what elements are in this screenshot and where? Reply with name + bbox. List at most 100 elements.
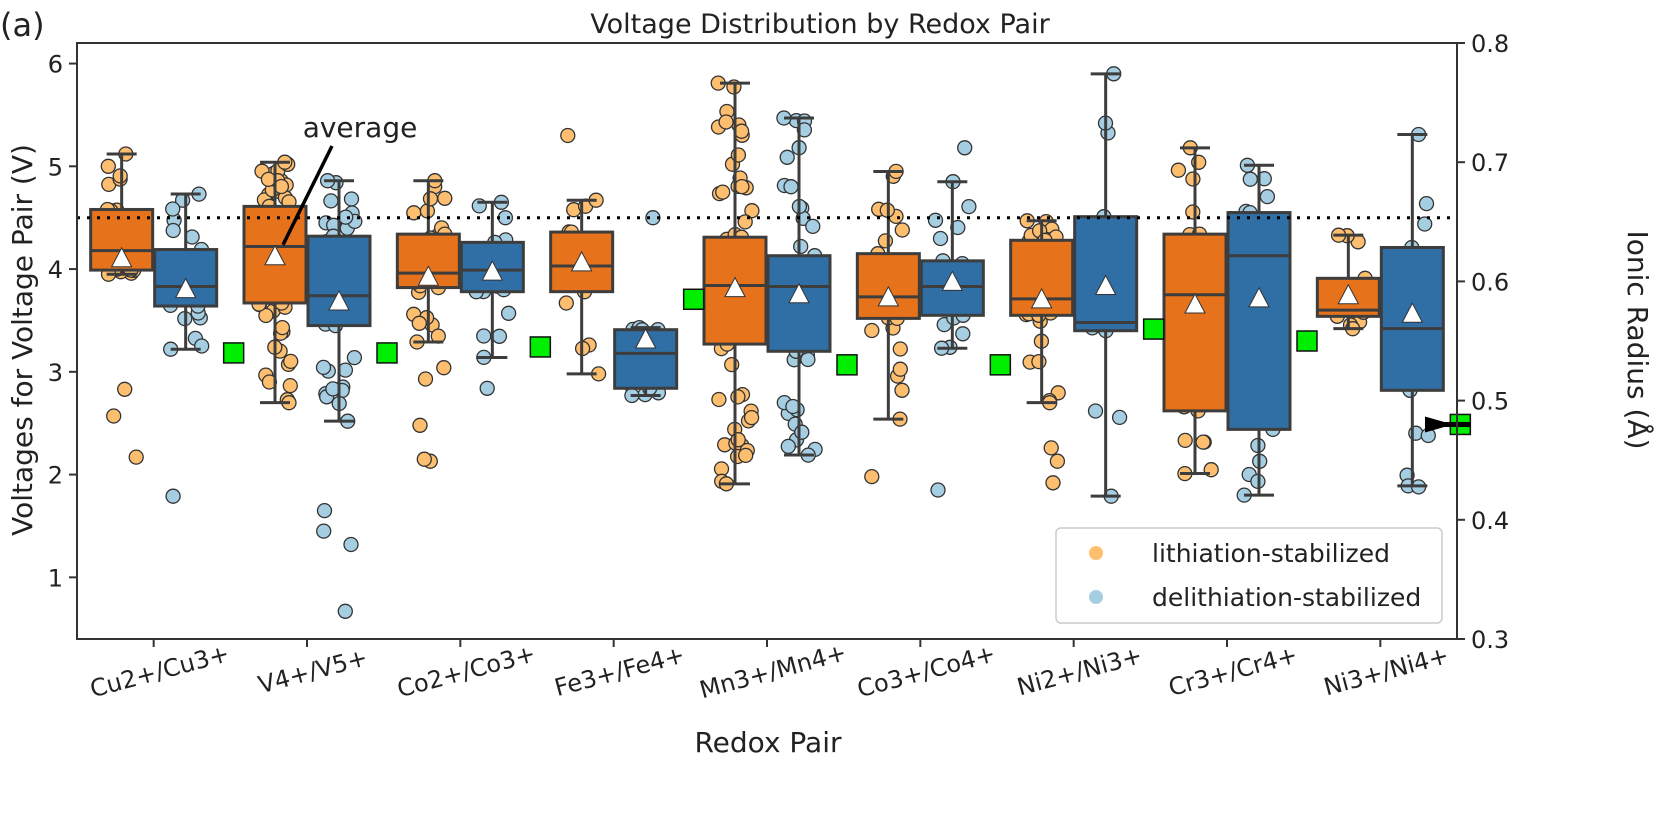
data-point-delith [793, 238, 809, 255]
legend-frame [1055, 527, 1443, 624]
data-point-lith [864, 322, 880, 339]
data-point-delith [1417, 216, 1433, 232]
data-point-delith [796, 122, 813, 138]
data-point-lith [743, 409, 760, 426]
average-annotation-text: average [303, 111, 418, 144]
data-point-delith [497, 210, 514, 226]
y-axis-title: Voltages for Voltage Pair (V) [6, 144, 39, 536]
y2-tick-label: 0.5 [1471, 388, 1509, 416]
data-point-delith [165, 201, 181, 217]
data-point-lith [411, 315, 427, 331]
ionic-radius-marker [1142, 318, 1165, 340]
data-point-lith [417, 371, 434, 387]
data-point-delith [961, 198, 977, 215]
data-point-delith [316, 502, 333, 519]
data-point-lith [730, 389, 746, 405]
mean-marker-delith [788, 282, 810, 304]
data-point-lith [1195, 434, 1211, 450]
ionic-radius-marker [836, 354, 858, 376]
data-point-delith [1242, 171, 1258, 187]
mean-marker-delith [1401, 302, 1424, 323]
data-point-lith [730, 432, 746, 448]
data-point-delith [780, 438, 796, 455]
data-point-lith [437, 190, 453, 206]
data-point-delith [955, 326, 971, 342]
data-point-lith [1185, 171, 1201, 187]
mean-marker-lith [570, 250, 593, 272]
y2-tick-label: 0.7 [1471, 149, 1509, 177]
x-tick-label: Fe3+/Fe4+ [552, 640, 688, 702]
data-point-lith [1177, 432, 1193, 449]
data-point-delith [479, 380, 495, 396]
y-tick-label: 3 [48, 359, 63, 387]
mean-marker-delith [1248, 286, 1270, 308]
data-point-lith [894, 222, 910, 238]
data-point-lith [734, 178, 750, 195]
data-point-delith [1259, 188, 1276, 205]
data-point-delith [165, 488, 181, 504]
box-lith [1162, 232, 1228, 413]
ionic-radius-arrow-head [1425, 416, 1453, 433]
data-point-lith [864, 468, 880, 485]
mean-marker-delith [634, 327, 657, 349]
x-axis-title: Redox Pair [694, 726, 842, 759]
data-point-delith [805, 218, 821, 235]
legend-delith-marker [1089, 590, 1103, 604]
y2-tick-label: 0.3 [1471, 626, 1509, 654]
x-tick-label: Cr3+/Cr4+ [1166, 641, 1301, 702]
y-tick-label: 6 [48, 51, 63, 79]
mean-marker-lith [417, 265, 440, 286]
mean-marker-delith [941, 270, 964, 291]
data-point-delith [337, 603, 353, 619]
mean-marker-lith [1030, 287, 1053, 309]
mean-marker-delith [1094, 274, 1117, 296]
data-point-delith [779, 149, 795, 165]
mean-marker-lith [1184, 292, 1206, 314]
mean-marker-lith [110, 246, 133, 268]
data-point-delith [1111, 409, 1128, 426]
data-point-lith [894, 382, 910, 398]
data-point-lith [117, 381, 133, 397]
data-point-lith [558, 295, 574, 311]
y2-axis-title: Ionic Radius (Å) [1621, 231, 1655, 450]
x-tick-label: Co2+/Co3+ [394, 639, 538, 703]
data-point-lith [733, 123, 750, 139]
y2-tick-label: 0.6 [1471, 268, 1509, 296]
mean-marker-lith [724, 276, 746, 298]
data-point-delith [184, 229, 200, 245]
data-point-lith [560, 127, 576, 144]
legend: lithiation-stabilized delithiation-stabi… [1055, 527, 1443, 624]
data-point-delith [316, 523, 332, 539]
data-point-lith [724, 356, 740, 373]
data-point-delith [194, 338, 210, 354]
data-point-delith [927, 212, 944, 228]
panel-label: (a) [0, 6, 45, 44]
data-point-delith [315, 359, 332, 376]
y-tick-label: 4 [48, 256, 63, 284]
average-annotation: average [281, 111, 418, 246]
data-point-delith [930, 482, 946, 498]
ionic-radius-marker [682, 288, 705, 311]
data-point-lith [282, 377, 298, 394]
data-point-delith [476, 328, 492, 344]
data-point-delith [957, 140, 973, 156]
box-delith [766, 254, 832, 353]
data-point-lith [1049, 453, 1066, 469]
box-plot-layer [89, 72, 1445, 498]
mean-marker-delith [328, 289, 350, 311]
data-point-delith [346, 349, 363, 366]
x-tick-label: Co3+/Co4+ [854, 639, 998, 703]
data-point-delith [1418, 195, 1435, 212]
data-point-lith [892, 341, 908, 357]
data-point-lith [744, 203, 760, 219]
ionic-radius-marker [222, 342, 245, 364]
data-point-delith [1087, 403, 1104, 419]
y2-tick-label: 0.4 [1471, 507, 1509, 535]
y-tick-label: 1 [48, 564, 63, 592]
data-point-delith [338, 209, 354, 225]
mean-marker-delith [481, 260, 504, 281]
data-point-lith [258, 307, 274, 324]
data-point-lith [100, 158, 116, 174]
mean-marker-lith [877, 285, 900, 307]
